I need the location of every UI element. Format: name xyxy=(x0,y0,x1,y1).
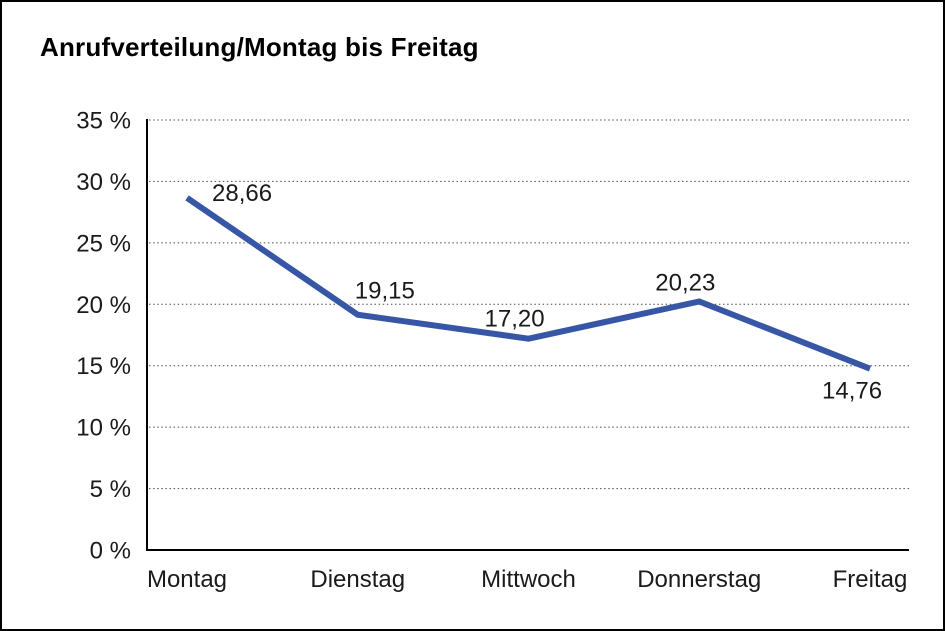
data-point-label: 17,20 xyxy=(485,306,545,333)
y-tick-label: 10 % xyxy=(76,415,131,442)
x-category-label: Freitag xyxy=(833,566,908,593)
chart-title: Anrufverteilung/Montag bis Freitag xyxy=(40,32,479,62)
y-tick-label: 35 % xyxy=(76,108,131,135)
data-series-line xyxy=(185,195,872,372)
y-tick-label: 15 % xyxy=(76,353,131,380)
y-tick-label: 25 % xyxy=(76,230,131,257)
data-point-label: 28,66 xyxy=(212,180,272,207)
y-tick-label: 30 % xyxy=(76,169,131,196)
y-tick-label: 0 % xyxy=(90,538,131,565)
data-point-label: 14,76 xyxy=(822,378,882,405)
data-point-label: 19,15 xyxy=(355,278,415,305)
data-point-label: 20,23 xyxy=(655,269,715,296)
x-category-label: Mittwoch xyxy=(481,566,576,593)
y-tick-label: 5 % xyxy=(90,476,131,503)
y-tick-label: 20 % xyxy=(76,292,131,319)
x-category-label: Montag xyxy=(147,566,227,593)
x-category-label: Dienstag xyxy=(310,566,405,593)
x-category-label: Donnerstag xyxy=(637,566,761,593)
